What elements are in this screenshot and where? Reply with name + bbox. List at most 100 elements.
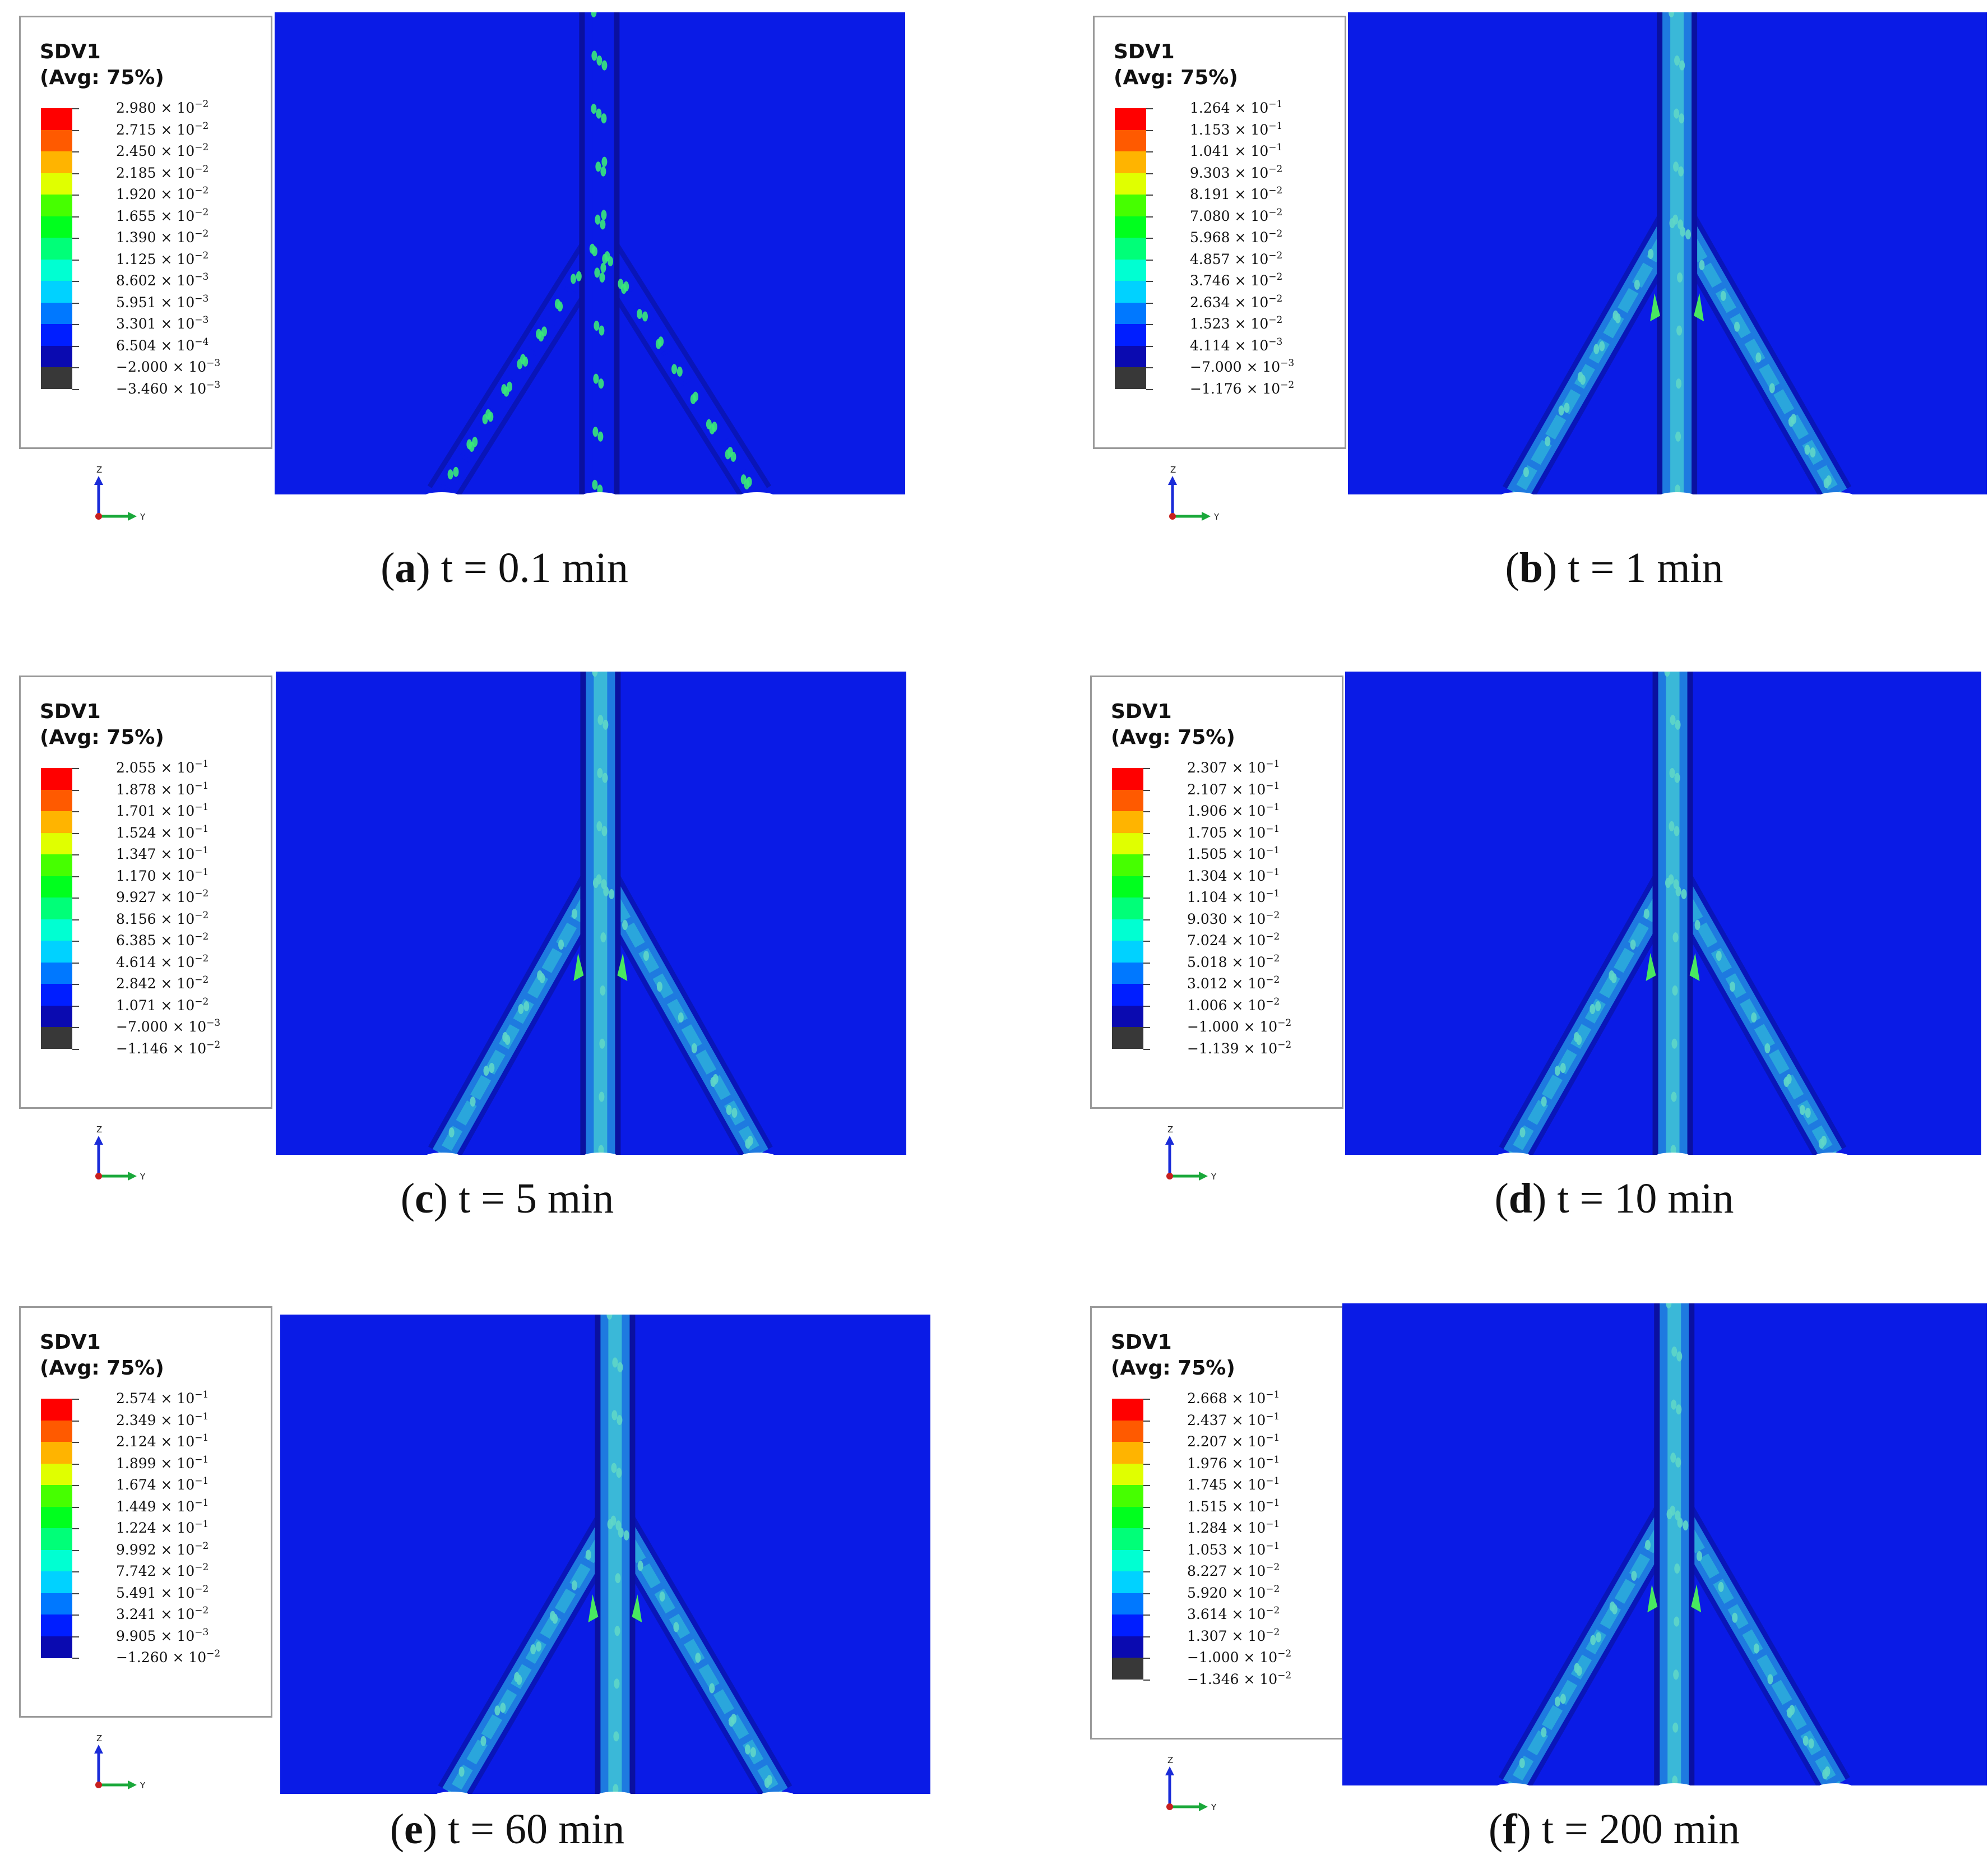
damage-spot (1669, 821, 1675, 831)
legend-times: × 10 (1227, 1455, 1266, 1472)
legend-exponent: −2 (194, 909, 209, 921)
damage-spot (466, 439, 472, 450)
legend-mantissa: 5.018 (1187, 954, 1227, 970)
caption-paren: ) (1543, 544, 1568, 591)
legend-mantissa: 2.842 (116, 975, 156, 992)
scale-tick (1143, 1048, 1150, 1050)
legend-mantissa: 2.307 (1187, 760, 1227, 776)
legend-value: 1.674 × 10−1 (116, 1477, 208, 1493)
damage-spot (614, 1626, 620, 1636)
support-notch (427, 1153, 459, 1155)
legend-exponent: −1 (194, 1432, 209, 1444)
legend-mantissa: 2.055 (116, 760, 156, 776)
damage-spot (558, 940, 564, 950)
y-axis-label: Y (140, 1780, 146, 1791)
legend-exponent: −1 (1266, 1497, 1280, 1509)
column-core (1667, 1303, 1681, 1785)
legend-value: 5.951 × 10−3 (116, 294, 208, 309)
damage-spot (453, 466, 459, 477)
scale-tick (72, 898, 79, 899)
damage-spot (1643, 909, 1649, 919)
scale-tick (72, 832, 79, 834)
legend-times: × 10 (1230, 121, 1269, 138)
damage-spot (1631, 1570, 1637, 1581)
legend-times: × 10 (1230, 164, 1269, 181)
caption-paren: ) (433, 1175, 459, 1222)
scale-tick (1143, 1420, 1150, 1422)
legend-value: 1.523 × 10−2 (1190, 316, 1282, 331)
legend-value: 2.207 × 10−1 (1187, 1433, 1280, 1449)
legend-mantissa: 9.303 (1190, 164, 1230, 181)
damage-spot (1676, 1404, 1682, 1415)
legend-times: × 10 (156, 1477, 195, 1493)
legend-value: 3.241 × 10−2 (116, 1606, 208, 1622)
damage-spot (1802, 1736, 1809, 1746)
legend-mantissa: 3.614 (1187, 1606, 1227, 1622)
color-swatch (1112, 898, 1143, 919)
legend-mantissa: 1.224 (116, 1520, 156, 1536)
damage-spot (1681, 889, 1687, 900)
damage-spot (592, 479, 598, 490)
legend-value: 1.976 × 10−1 (1187, 1455, 1280, 1472)
legend-value: 1.515 × 10−1 (1187, 1497, 1280, 1514)
brace-core (1508, 1503, 1679, 1785)
damage-spot (591, 50, 597, 61)
legend-exponent: −2 (194, 163, 209, 175)
legend-value: 2.715 × 10−2 (116, 121, 208, 138)
color-swatch (41, 259, 72, 281)
legend-times: × 10 (1227, 1477, 1266, 1493)
damage-spot (1645, 1540, 1651, 1551)
color-swatch (1112, 1506, 1143, 1529)
scale-tick (1146, 281, 1153, 282)
legend-mantissa: −1.139 (1187, 1040, 1239, 1057)
damage-spot (1541, 1097, 1547, 1107)
damage-spot (1671, 1091, 1677, 1102)
legend-value: 8.191 × 10−2 (1190, 186, 1282, 202)
color-swatch (41, 151, 72, 173)
legend-value: 1.304 × 10−1 (1187, 867, 1280, 884)
caption-time: t = 5 min (458, 1175, 614, 1222)
damage-spot (611, 1410, 618, 1421)
legend-times: × 10 (156, 251, 195, 267)
damage-spot (541, 326, 547, 337)
z-axis-label: Z (96, 466, 102, 475)
color-swatch (1112, 768, 1143, 790)
legend-exponent: −1 (1268, 120, 1283, 132)
legend-value: 9.303 × 10−2 (1190, 164, 1282, 181)
damage-spot (643, 951, 649, 961)
legend-exponent: −1 (194, 866, 209, 878)
legend-times: × 10 (156, 121, 195, 138)
scale-tick (1143, 854, 1150, 855)
scale-tick (72, 281, 79, 282)
legend-value: 4.114 × 10−3 (1190, 337, 1282, 354)
legend-value: 4.614 × 10−2 (116, 954, 208, 969)
scale-tick (72, 259, 79, 261)
color-swatch (1115, 259, 1146, 281)
legend-mantissa: 1.347 (116, 846, 156, 862)
legend-value: 1.906 × 10−1 (1187, 803, 1280, 818)
y-arrow-head (128, 511, 137, 521)
damage-spot (536, 1641, 542, 1652)
damage-spot (571, 1580, 577, 1591)
legend-mantissa: 1.153 (1190, 121, 1230, 138)
color-swatch (41, 345, 72, 368)
damage-spot (706, 419, 712, 429)
legend-times: × 10 (168, 359, 207, 375)
legend-mantissa: 2.980 (116, 100, 156, 116)
legend-times: × 10 (1227, 867, 1266, 884)
damage-spot (614, 1678, 620, 1689)
legend-mantissa: −1.176 (1190, 380, 1242, 397)
scale-tick (1143, 1658, 1150, 1659)
legend-mantissa: 9.030 (1187, 910, 1227, 927)
color-swatch (41, 1027, 72, 1049)
legend-value: 7.024 × 10−2 (1187, 932, 1280, 948)
legend-exponent: −1 (1266, 888, 1280, 899)
legend-mantissa: −1.146 (116, 1040, 168, 1057)
legend-mantissa: 4.114 (1190, 337, 1230, 354)
damage-spot (1769, 383, 1775, 394)
color-swatch (41, 854, 72, 876)
damage-spot (1678, 166, 1684, 177)
legend-mantissa: 9.905 (116, 1627, 156, 1644)
scale-tick (1146, 151, 1153, 152)
scale-tick (72, 941, 79, 942)
